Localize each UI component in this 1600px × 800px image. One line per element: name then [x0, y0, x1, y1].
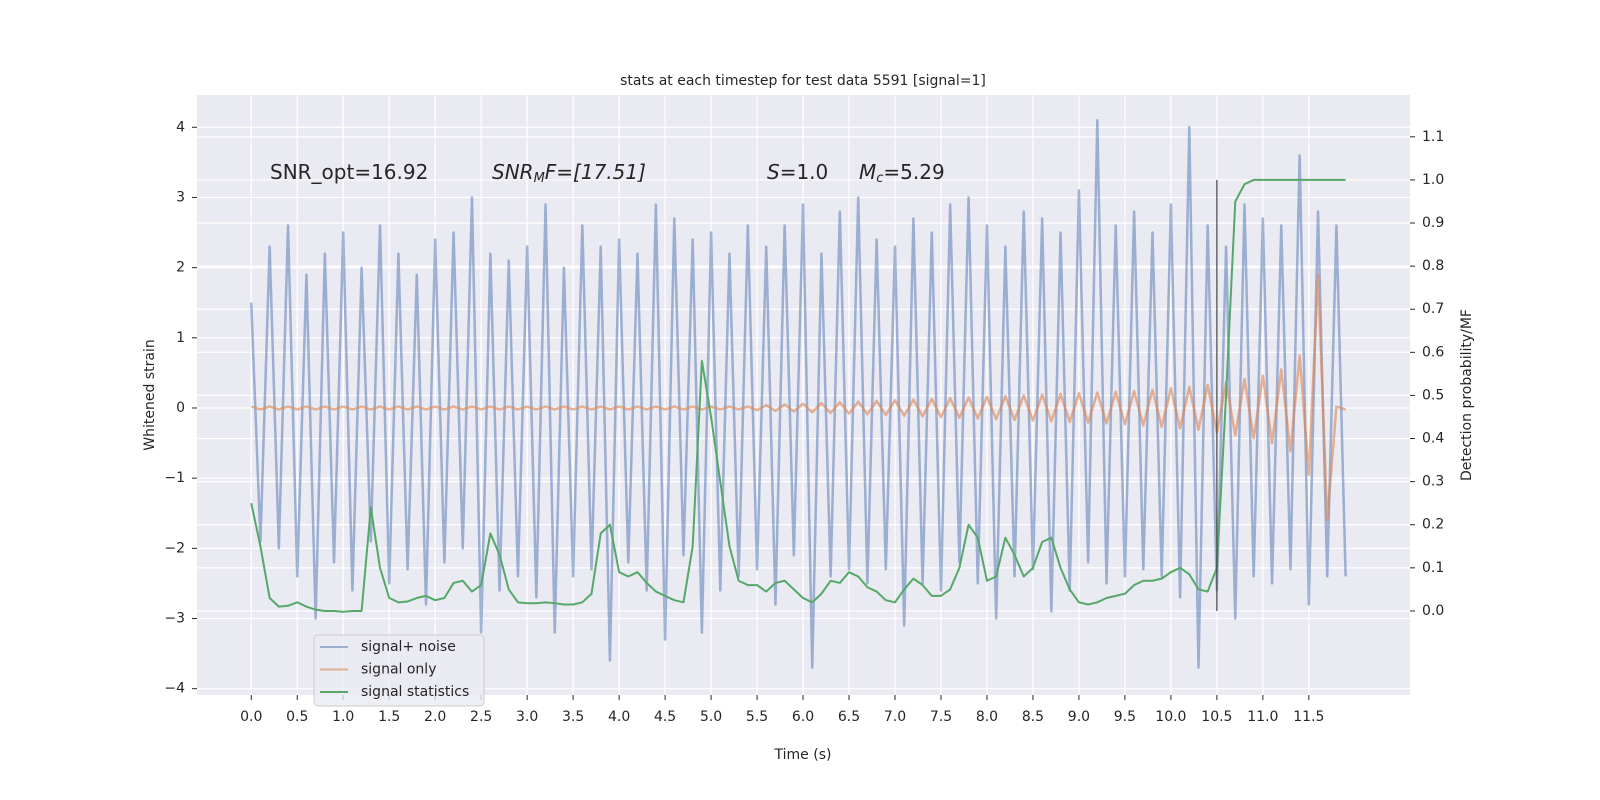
- x-tick-label: 10.0: [1155, 709, 1186, 725]
- x-tick-label: 0.0: [240, 709, 262, 725]
- x-tick-label: 2.0: [424, 709, 446, 725]
- legend-label: signal+ noise: [361, 639, 456, 655]
- series-line: [250, 178, 1346, 613]
- x-tick-label: 5.0: [700, 709, 722, 725]
- annotation-part: c: [876, 171, 883, 186]
- series-line: [250, 273, 1346, 522]
- y2-tick-label: 0.7: [1422, 301, 1444, 317]
- legend: signal+ noise signal only signal statistic…: [313, 634, 485, 707]
- x-tick-label: 3.0: [516, 709, 538, 725]
- y-axis-label: Whitened strain: [142, 339, 158, 450]
- y2-tick-label: 0.9: [1422, 215, 1444, 231]
- x-tick-label: 4.5: [654, 709, 676, 725]
- x-tick-label: 7.0: [884, 709, 906, 725]
- annotation: Mc=5.29: [859, 160, 945, 186]
- annotation-part: S: [767, 160, 780, 184]
- y2-tick-label: 1.0: [1422, 172, 1444, 188]
- y-tick-label: 3: [176, 189, 185, 205]
- y-tick-label: 4: [176, 119, 185, 135]
- x-tick-label: 0.5: [286, 709, 308, 725]
- x-tick-label: 6.5: [838, 709, 860, 725]
- x-tick-label: 5.5: [746, 709, 768, 725]
- y-tick-label: −3: [164, 611, 185, 627]
- annotation-part: M: [859, 160, 876, 184]
- annotation-part: M: [534, 171, 545, 186]
- x-tick-label: 1.5: [378, 709, 400, 725]
- annotation-part: =5.29: [883, 160, 944, 184]
- y2-tick-label: 0.6: [1422, 344, 1444, 360]
- annotation-part: SNR: [492, 160, 534, 184]
- y2-tick-label: 0.0: [1422, 603, 1444, 619]
- y2-tick-label: 0.3: [1422, 474, 1444, 490]
- y-tick-label: 0: [176, 400, 185, 416]
- annotation: S=1.0: [767, 160, 828, 184]
- y2-tick-label: 0.4: [1422, 431, 1444, 447]
- x-tick-label: 11.5: [1293, 709, 1324, 725]
- plot-area: [250, 119, 1347, 669]
- x-tick-label: 7.5: [930, 709, 952, 725]
- legend-label: signal statistics: [361, 684, 469, 700]
- x-tick-label: 3.5: [562, 709, 584, 725]
- x-axis-label: Time (s): [774, 747, 832, 763]
- y-tick-label: 2: [176, 260, 185, 276]
- x-tick-label: 8.0: [976, 709, 998, 725]
- x-tick-label: 4.0: [608, 709, 630, 725]
- legend-box: [313, 634, 485, 707]
- x-tick-label: 11.0: [1247, 709, 1278, 725]
- series-line: [250, 119, 1347, 669]
- y-tick-label: 1: [176, 330, 185, 346]
- y2-tick-label: 0.5: [1422, 387, 1444, 403]
- annotation: SNRMF=[17.51]: [492, 160, 646, 186]
- legend-label: signal only: [361, 662, 436, 678]
- y-tick-label: −1: [164, 470, 185, 486]
- x-tick-label: 10.5: [1201, 709, 1232, 725]
- x-tick-label: 1.0: [332, 709, 354, 725]
- y2-tick-label: 0.2: [1422, 517, 1444, 533]
- x-tick-label: 9.0: [1068, 709, 1090, 725]
- annotation: SNR_opt=16.92: [270, 160, 428, 184]
- annotation-part: =1.0: [780, 160, 829, 184]
- y2-tick-label: 1.1: [1422, 129, 1444, 145]
- y-tick-label: −2: [164, 540, 185, 556]
- y-tick-label: −4: [164, 681, 185, 697]
- chart-title: stats at each timestep for test data 559…: [620, 73, 986, 89]
- annotation-part: F=[17.51]: [545, 160, 646, 184]
- x-tick-label: 8.5: [1022, 709, 1044, 725]
- y2-tick-label: 0.8: [1422, 258, 1444, 274]
- annotation-part: SNR_opt=16.92: [270, 160, 428, 184]
- x-tick-label: 6.0: [792, 709, 814, 725]
- x-tick-label: 9.5: [1114, 709, 1136, 725]
- y2-tick-label: 0.1: [1422, 560, 1444, 576]
- x-tick-label: 2.5: [470, 709, 492, 725]
- y2-axis-label: Detection probability/MF: [1459, 309, 1475, 481]
